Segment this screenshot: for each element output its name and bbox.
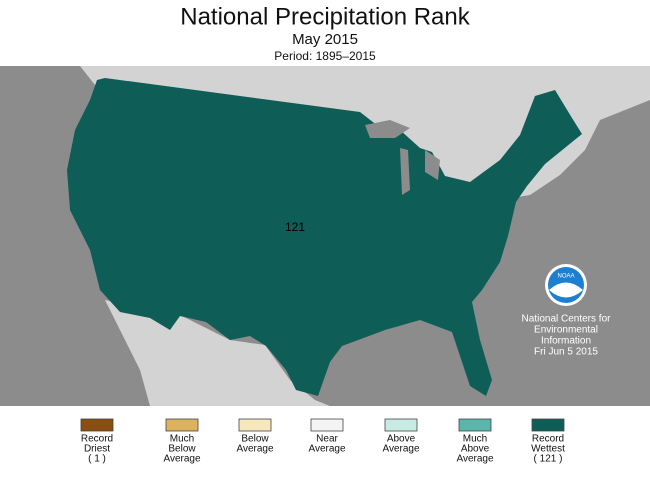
subtitle: May 2015 (292, 31, 358, 48)
credit-line: National Centers for (522, 314, 612, 325)
rank-label: 121 (285, 220, 305, 234)
legend-label: Driest (84, 444, 110, 455)
legend-swatch (458, 418, 492, 432)
legend-label: Near (316, 434, 338, 445)
noaa-logo: NOAA (545, 264, 587, 306)
credit: National Centers forEnvironmentalInforma… (522, 314, 612, 358)
logo-text: NOAA (557, 274, 574, 280)
legend-label: Record (532, 434, 564, 445)
us-region (67, 78, 582, 396)
legend-label: Above (461, 444, 490, 455)
legend-label: Average (236, 444, 274, 455)
legend-swatch (238, 418, 272, 432)
legend-label: ( 1 ) (88, 454, 106, 465)
legend-label: Below (168, 444, 196, 455)
legend-label: Below (241, 434, 269, 445)
title: National Precipitation Rank (180, 3, 470, 30)
legend-label: Much (463, 434, 487, 445)
logo-bird (549, 282, 583, 298)
legend-label: Average (382, 444, 420, 455)
legend-label: Above (387, 434, 416, 445)
mexico (105, 300, 330, 406)
legend-label: Much (170, 434, 194, 445)
legend-label: ( 121 ) (534, 454, 563, 465)
credit-line: Information (541, 336, 591, 347)
map: 121 NOAA National Centers forEnvironment… (0, 66, 650, 406)
credit-line: Fri Jun 5 2015 (534, 347, 598, 358)
lake-michigan (400, 148, 410, 195)
legend-swatch (384, 418, 418, 432)
legend-swatch (310, 418, 344, 432)
credit-line: Environmental (534, 325, 598, 336)
legend-label: Average (456, 454, 494, 465)
lake-superior (365, 120, 410, 138)
lake-huron (425, 150, 440, 180)
legend-swatch (80, 418, 114, 432)
legend-swatch (165, 418, 199, 432)
legend-label: Record (81, 434, 113, 445)
legend-label: Wettest (531, 444, 565, 455)
legend-label: Average (163, 454, 201, 465)
period: Period: 1895–2015 (274, 49, 376, 63)
legend-swatch (531, 418, 565, 432)
legend-label: Average (308, 444, 346, 455)
